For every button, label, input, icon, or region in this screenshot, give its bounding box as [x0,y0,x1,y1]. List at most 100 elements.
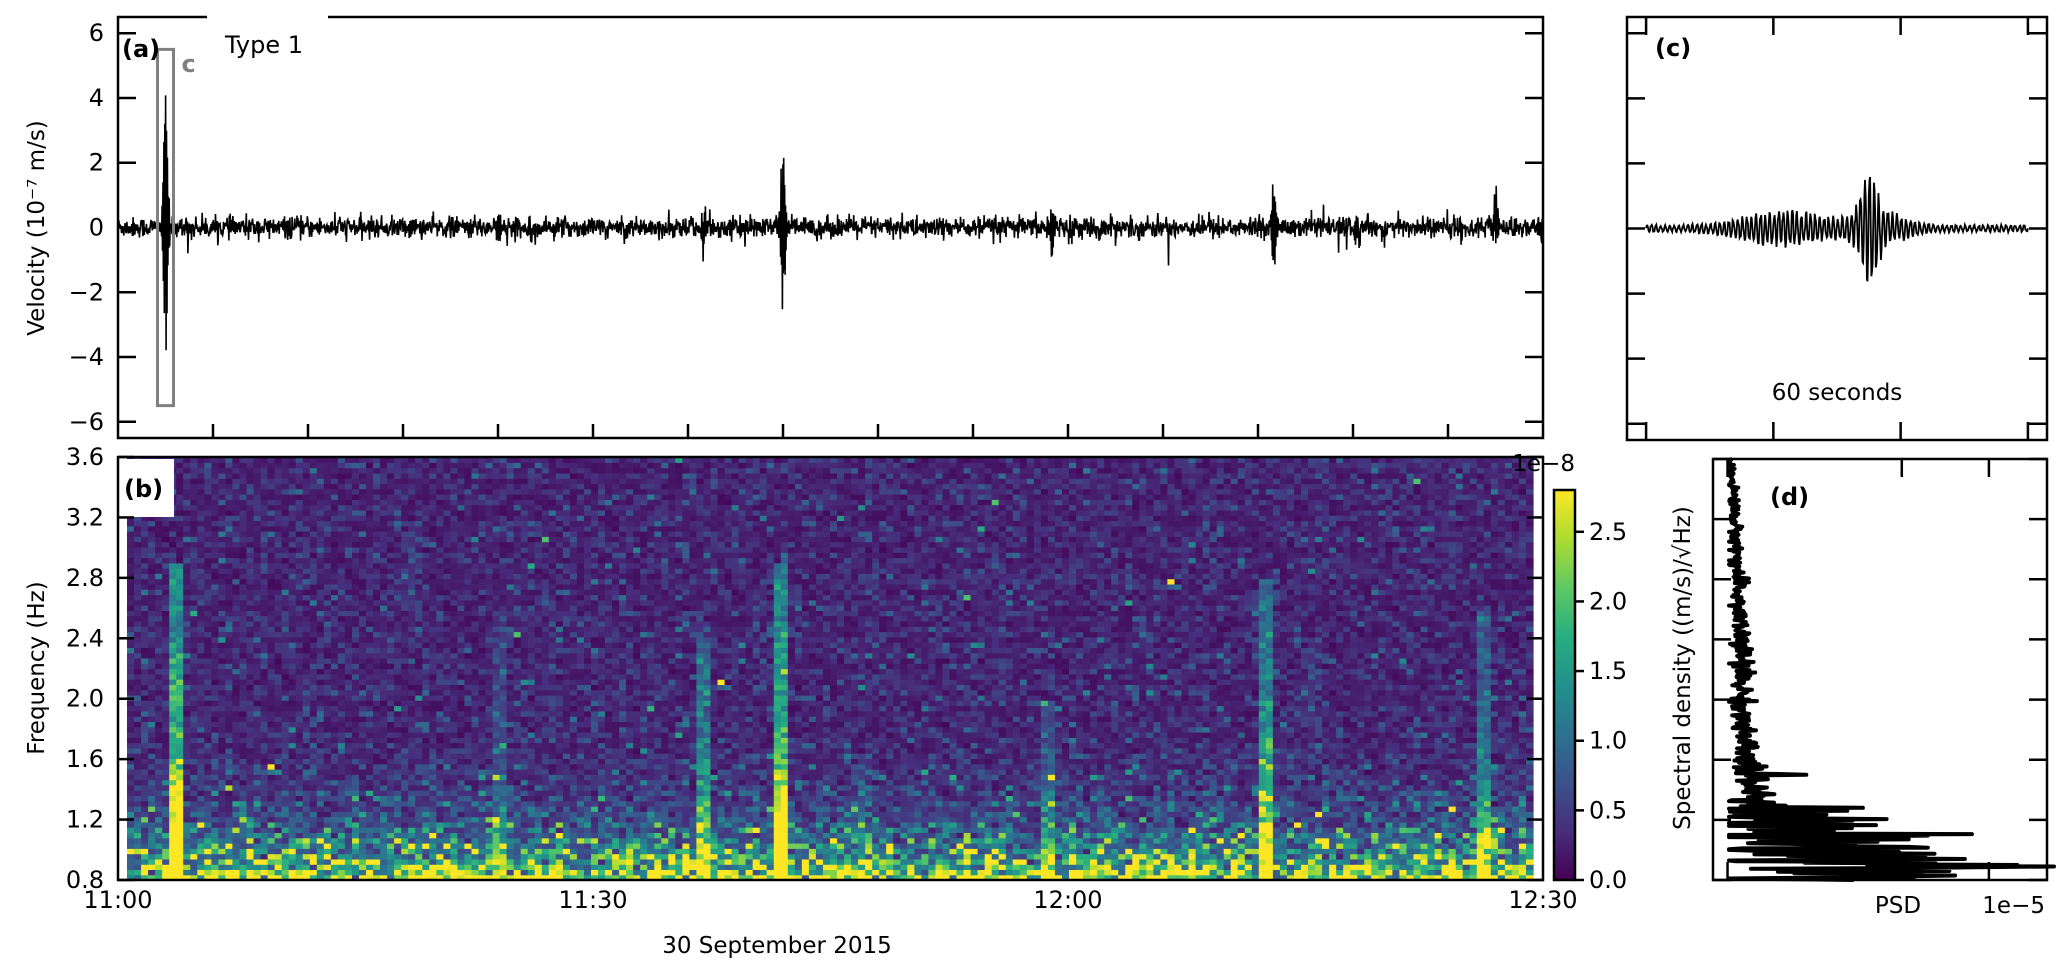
spectrogram-cell [485,483,494,490]
spectrogram-cell [239,821,248,828]
spectrogram-cell [352,472,360,479]
spectrogram-cell [492,679,501,685]
spectrogram-cell [225,758,233,765]
spectrogram-cell [162,716,170,722]
spectrogram-cell [141,716,149,722]
spectrogram-cell [190,499,198,506]
spectrogram-cell [359,515,367,522]
spectrogram-cell [506,869,515,876]
spectrogram-cell [394,753,402,759]
spectrogram-cell [471,536,480,543]
spectrogram-cell [260,779,269,786]
spectrogram-cell [429,472,437,479]
spectrogram-cell [225,520,233,527]
spectrogram-cell [323,605,332,611]
spectrogram-cell [401,769,409,775]
spectrogram-cell [309,811,318,818]
spectrogram-cell [513,763,522,770]
spectrogram-cell [204,769,212,775]
spectrogram-cell [387,784,395,791]
spectrogram-cell [204,821,212,828]
spectrogram-cell [295,795,304,802]
spectrogram-cell [267,462,276,469]
spectrogram-cell [499,742,508,749]
spectrogram-cell [415,853,423,860]
spectrogram-cell [366,837,374,844]
spectrogram-cell [253,626,262,633]
spectrogram-cell [211,758,219,765]
spectrogram-cell [211,652,219,659]
spectrogram-cell [429,589,437,596]
spectrogram-cell [464,610,472,617]
spectrogram-cell [373,652,381,659]
spectrogram-cell [541,589,550,596]
spectrogram-cell [548,499,557,506]
spectrogram-cell [457,811,465,818]
spectrogram-cell [359,843,367,849]
spectrogram-cell [513,652,522,659]
spectrogram-cell [134,552,142,559]
spectrogram-cell [401,742,409,749]
spectrogram-cell [380,710,388,717]
spectrogram-cell [485,806,494,812]
spectrogram-cell [387,710,395,717]
spectrogram-cell [183,589,191,596]
spectrogram-cell [401,832,409,839]
spectrogram-cell [380,515,388,522]
spectrogram-cell [239,753,248,759]
spectrogram-cell [527,631,536,638]
spectrogram-cell [169,869,177,876]
spectrogram-cell [408,472,416,479]
spectrogram-cell [415,790,423,796]
spectrogram-cell [344,837,353,844]
spectrogram-cell [337,827,346,833]
spectrogram-cell [127,747,135,754]
spectrogram-cell [246,827,255,833]
spectrogram-cell [464,795,472,802]
spectrogram-cell [373,864,381,870]
spectrogram-cell [141,647,149,654]
spectrogram-cell [148,779,156,786]
spectrogram-cell [211,520,219,527]
spectrogram-cell [246,578,255,585]
spectrogram-cell [302,689,311,696]
spectrogram-cell [176,689,184,696]
spectrogram-cell [520,642,529,648]
spectrogram-cell [330,515,339,522]
spectrogram-cell [134,747,142,754]
spectrogram-cell [190,869,198,876]
spectrogram-cell [323,821,332,828]
spectrogram-cell [520,869,529,876]
spectrogram-cell [541,472,550,479]
spectrogram-cell [232,694,240,701]
spectrogram-cell [387,515,395,522]
spectrogram-cell [246,874,255,881]
spectrogram-cell [415,689,423,696]
spectrogram-cell [492,546,501,553]
spectrogram-cell [387,589,395,596]
spectrogram-cell [387,462,395,469]
spectrogram-cell [429,700,437,707]
spectrogram-cell [183,562,191,569]
spectrogram-cell [394,610,402,617]
spectrogram-cell [478,705,487,712]
spectrogram-cell [260,673,269,680]
spectrogram-cell [366,811,374,818]
spectrogram-cell [506,578,515,585]
spectrogram-cell [422,583,430,590]
spectrogram-cell [204,700,212,707]
spectrogram-cell [457,779,465,786]
spectrogram-cell [344,509,353,516]
spectrogram-cell [485,726,494,733]
spectrogram-cell [141,848,149,855]
spectrogram-cell [534,721,543,728]
spectrogram-cell [478,747,487,754]
spectrogram-cell [548,864,557,870]
spectrogram-cell [492,615,501,622]
spectrogram-cell [401,684,409,691]
spectrogram-cell [344,478,353,485]
spectrogram-cell [499,837,508,844]
spectrogram-cell [190,483,198,490]
spectrogram-cell [323,758,332,765]
